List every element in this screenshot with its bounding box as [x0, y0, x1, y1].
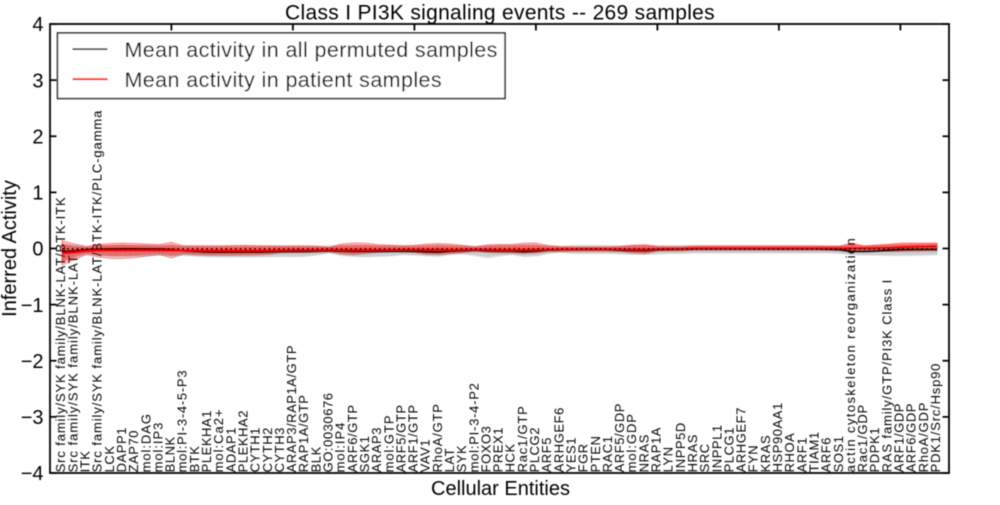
svg-text:ITK: ITK [78, 451, 93, 473]
svg-text:ARF5/GDP: ARF5/GDP [612, 403, 627, 472]
svg-text:KRAS: KRAS [758, 435, 773, 473]
svg-text:ARHGEF6: ARHGEF6 [551, 407, 566, 472]
svg-text:mol:Ca2+: mol:Ca2+ [211, 408, 226, 472]
svg-text:Src family/SYK family/BLNK-LAT: Src family/SYK family/BLNK-LAT/BTK-ITK/P… [90, 110, 105, 473]
svg-text:BLNK: BLNK [163, 436, 178, 472]
svg-text:CYTH2: CYTH2 [260, 427, 275, 472]
svg-text:NRAS: NRAS [636, 434, 651, 472]
svg-text:RAS family/GTP/PI3K Class I: RAS family/GTP/PI3K Class I [879, 279, 894, 473]
svg-text:mol:PI-3-4-P2: mol:PI-3-4-P2 [466, 382, 481, 472]
svg-text:ARF1: ARF1 [794, 437, 809, 472]
svg-text:2: 2 [32, 126, 43, 148]
svg-text:ARF6/GDP: ARF6/GDP [904, 403, 919, 472]
svg-text:ARF1/GDP: ARF1/GDP [892, 403, 907, 472]
svg-text:Class I PI3K signaling events: Class I PI3K signaling events -- 269 sam… [285, 2, 715, 25]
svg-text:ARF1/GTP: ARF1/GTP [406, 404, 421, 472]
svg-text:FOXO3: FOXO3 [479, 426, 494, 473]
svg-text:actin cytoskeleton reorganizat: actin cytoskeleton reorganization [843, 237, 858, 473]
svg-text:Cellular Entities: Cellular Entities [431, 478, 570, 500]
svg-text:ARF5/GTP: ARF5/GTP [393, 404, 408, 472]
svg-text:RAC1: RAC1 [600, 436, 615, 473]
svg-text:HCK: HCK [503, 443, 518, 472]
svg-text:RHOA: RHOA [782, 433, 797, 473]
svg-text:Src family/SYK family/BLNK-LAT: Src family/SYK family/BLNK-LAT [65, 254, 80, 472]
svg-text:mol:GDP: mol:GDP [624, 413, 639, 472]
svg-text:HRAS: HRAS [685, 434, 700, 472]
svg-text:mol:GTP: mol:GTP [381, 415, 396, 473]
svg-text:PTEN: PTEN [588, 436, 603, 473]
svg-text:TIAM1: TIAM1 [807, 431, 822, 472]
svg-text:RAP1A: RAP1A [649, 427, 664, 472]
svg-text:4: 4 [32, 14, 43, 36]
svg-text:mol:PI-3-4-5-P3: mol:PI-3-4-5-P3 [175, 370, 190, 473]
svg-text:PLEKHA2: PLEKHA2 [236, 410, 251, 472]
svg-text:SYK: SYK [454, 445, 469, 473]
svg-text:0: 0 [32, 239, 43, 261]
svg-text:Mean activity in all permuted: Mean activity in all permuted samples [125, 38, 498, 62]
svg-text:BLK: BLK [308, 446, 323, 472]
svg-text:−3: −3 [21, 407, 44, 429]
svg-text:FGR: FGR [576, 443, 591, 472]
svg-text:SRC: SRC [697, 443, 712, 472]
svg-text:PLCG2: PLCG2 [527, 427, 542, 472]
svg-text:PLCG1: PLCG1 [721, 427, 736, 472]
svg-text:Src family/SYK family/BLNK-LAT: Src family/SYK family/BLNK-LAT/BTK-ITK [53, 196, 68, 472]
svg-text:PDK1/Src/Hsp90: PDK1/Src/Hsp90 [928, 363, 943, 473]
svg-text:ARHGEF7: ARHGEF7 [734, 407, 749, 472]
svg-text:Mean activity in patient sampl: Mean activity in patient samples [125, 68, 443, 92]
svg-text:ARF6/GTP: ARF6/GTP [345, 404, 360, 472]
svg-text:mol:IP3: mol:IP3 [150, 422, 165, 473]
svg-text:BTK: BTK [187, 445, 202, 472]
svg-text:INPP5D: INPP5D [673, 422, 688, 472]
svg-text:RAP1A/GTP: RAP1A/GTP [296, 394, 311, 472]
svg-text:ARF6: ARF6 [819, 437, 834, 472]
svg-text:ARAP3: ARAP3 [369, 427, 384, 472]
svg-text:LYN: LYN [661, 446, 676, 472]
svg-text:FYN: FYN [746, 445, 761, 473]
svg-text:SOS1: SOS1 [831, 436, 846, 473]
svg-text:Rac1/GDP: Rac1/GDP [855, 404, 870, 472]
svg-text:RhoA/GDP: RhoA/GDP [916, 402, 931, 473]
svg-text:PREX1: PREX1 [491, 427, 506, 472]
svg-text:ARAP3/RAP1A/GTP: ARAP3/RAP1A/GTP [284, 345, 299, 472]
svg-text:−1: −1 [21, 295, 44, 317]
svg-text:3: 3 [32, 70, 43, 92]
svg-text:ARF5: ARF5 [539, 437, 554, 472]
svg-text:SGK1: SGK1 [357, 436, 372, 473]
svg-text:mol:DAG: mol:DAG [138, 413, 153, 472]
svg-text:LAT: LAT [442, 448, 457, 473]
svg-text:PDPK1: PDPK1 [867, 427, 882, 472]
svg-text:−4: −4 [21, 463, 44, 485]
svg-text:CYTH3: CYTH3 [272, 427, 287, 472]
svg-text:CYTH1: CYTH1 [248, 427, 263, 472]
svg-text:ZAP70: ZAP70 [126, 430, 141, 473]
svg-text:−2: −2 [21, 351, 44, 373]
svg-text:Rac1/GTP: Rac1/GTP [515, 405, 530, 472]
svg-text:PLEKHA1: PLEKHA1 [199, 410, 214, 472]
svg-text:VAV1: VAV1 [418, 439, 433, 473]
svg-text:RhoA/GTP: RhoA/GTP [430, 403, 445, 472]
svg-text:LCK: LCK [102, 445, 117, 472]
svg-text:YES1: YES1 [564, 437, 579, 472]
svg-text:mol:IP4: mol:IP4 [333, 422, 348, 473]
svg-text:INPPL1: INPPL1 [709, 424, 724, 472]
svg-text:HSP90AA1: HSP90AA1 [770, 402, 785, 472]
svg-text:1: 1 [32, 183, 43, 205]
svg-text:ADAP1: ADAP1 [223, 427, 238, 472]
svg-text:DAPP1: DAPP1 [114, 427, 129, 472]
svg-text:Inferred Activity: Inferred Activity [0, 180, 21, 317]
svg-text:GO:0030676: GO:0030676 [321, 392, 336, 472]
